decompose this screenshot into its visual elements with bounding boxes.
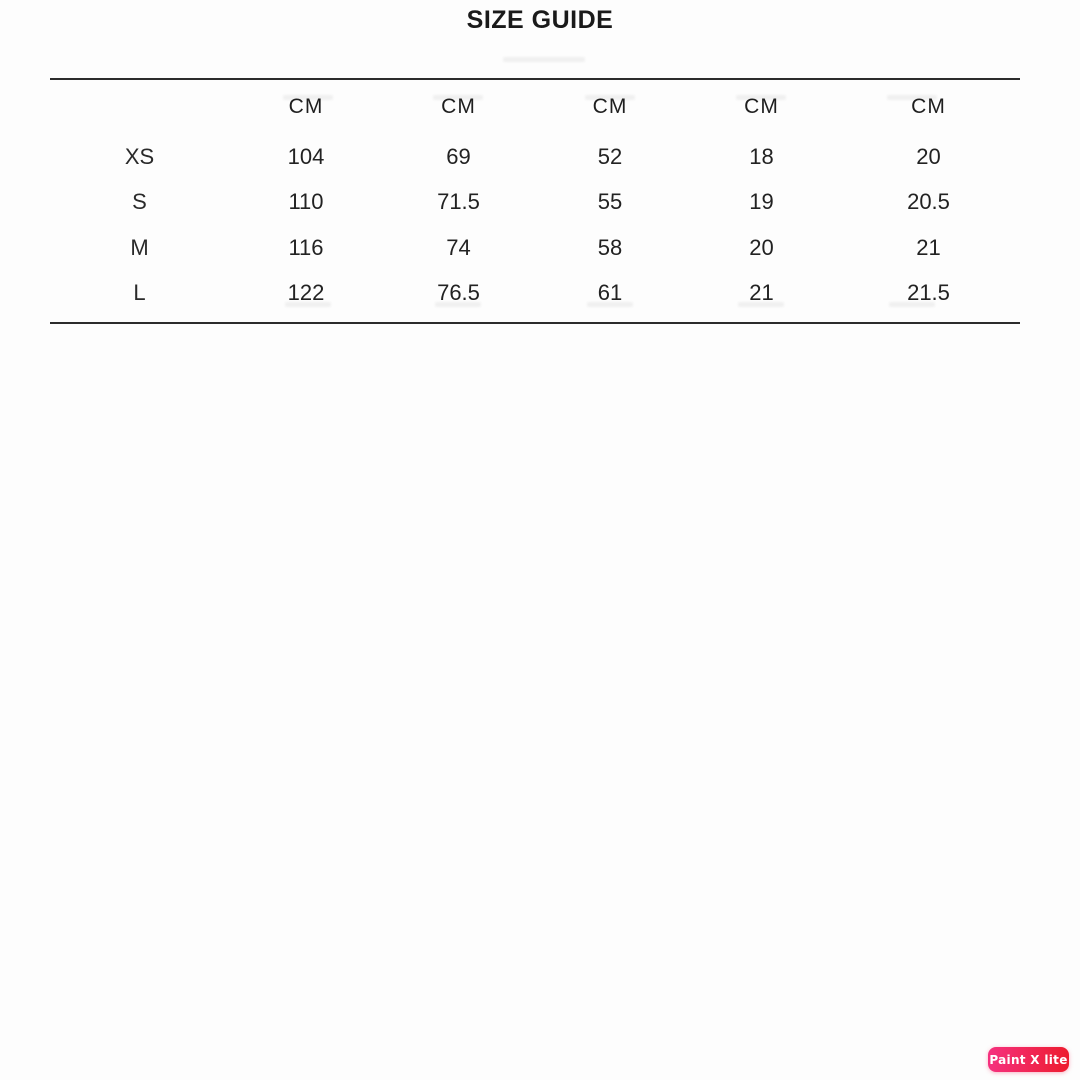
table-cell: 58 — [597, 234, 623, 260]
ghost-smudge — [887, 95, 937, 100]
column-header-unit: CM — [592, 95, 628, 118]
table-cell: 20 — [916, 143, 941, 169]
watermark-label: Paint X lite — [989, 1052, 1068, 1067]
size-label-m: M — [130, 234, 149, 260]
table-cell: 20.5 — [907, 189, 950, 215]
size-label-l: L — [133, 280, 146, 306]
table-cell: 20 — [749, 234, 774, 260]
size-label-xs: XS — [124, 143, 155, 169]
paint-x-lite-watermark-badge: Paint X lite — [988, 1047, 1069, 1072]
table-cell: 55 — [597, 189, 623, 215]
ghost-smudge — [435, 302, 481, 307]
column-header-unit: CM — [441, 95, 476, 118]
table-cell: 21 — [749, 280, 774, 306]
corner-cell — [50, 80, 229, 134]
table-cell: 52 — [597, 143, 623, 169]
ghost-smudge — [738, 302, 784, 307]
ghost-smudge — [433, 95, 483, 100]
ghost-smudge — [503, 57, 585, 62]
ghost-smudge — [283, 95, 333, 100]
table-cell: 116 — [288, 234, 324, 260]
table-cell: 76.5 — [437, 280, 480, 306]
table-cell: 122 — [287, 280, 325, 306]
ghost-smudge — [585, 95, 635, 100]
column-header-unit: CM — [744, 95, 779, 118]
table-cell: 18 — [749, 143, 774, 169]
ghost-smudge — [889, 302, 935, 307]
table-cell: 110 — [288, 189, 324, 215]
size-guide-table: CM CM CM CM CM XS 104 69 52 18 20 S 110 … — [50, 78, 1020, 324]
page-title: SIZE GUIDE — [466, 6, 614, 34]
table-cell: 74 — [446, 234, 471, 260]
column-header-unit: CM — [288, 95, 324, 118]
table-cell: 19 — [749, 189, 774, 215]
ghost-smudge — [736, 95, 786, 100]
table-cell: 21.5 — [907, 280, 950, 306]
table-cell: 104 — [287, 143, 325, 169]
table-cell: 69 — [446, 143, 471, 169]
table-cell: 21 — [916, 234, 941, 260]
table-cell: 61 — [597, 280, 623, 306]
column-header-unit: CM — [911, 95, 946, 118]
ghost-smudge — [285, 302, 331, 307]
size-label-s: S — [132, 189, 147, 215]
table-cell: 71.5 — [437, 189, 480, 215]
ghost-smudge — [587, 302, 633, 307]
